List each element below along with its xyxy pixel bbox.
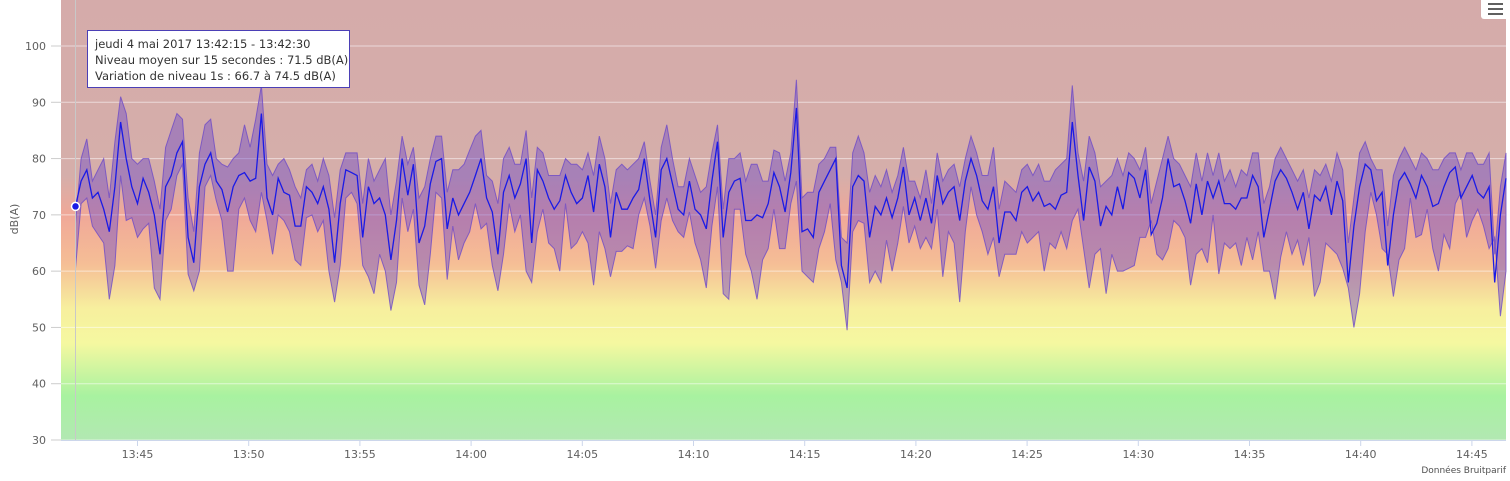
x-tick-label: 14:10 bbox=[678, 448, 710, 461]
x-tick-label: 14:30 bbox=[1122, 448, 1154, 461]
tooltip-mean-level: Niveau moyen sur 15 secondes : 71.5 dB(A… bbox=[95, 53, 349, 67]
y-axis-title: dB(A) bbox=[8, 204, 21, 235]
y-tick-label: 70 bbox=[32, 209, 46, 222]
tooltip-date-range: jeudi 4 mai 2017 13:42:15 - 13:42:30 bbox=[95, 37, 311, 51]
x-tick-label: 14:45 bbox=[1456, 448, 1488, 461]
y-tick-label: 50 bbox=[32, 321, 46, 334]
x-tick-label: 14:15 bbox=[789, 448, 821, 461]
level-range-area bbox=[75, 79, 1507, 331]
x-tick-label: 14:00 bbox=[455, 448, 487, 461]
x-tick-label: 13:45 bbox=[122, 448, 154, 461]
y-axis: 30 40 50 60 70 80 90 100 bbox=[25, 40, 61, 447]
y-tick-label: 100 bbox=[25, 40, 46, 53]
y-tick-label: 30 bbox=[32, 434, 46, 447]
y-tick-label: 80 bbox=[32, 153, 46, 166]
x-tick-label: 14:40 bbox=[1345, 448, 1377, 461]
y-tick-label: 40 bbox=[32, 378, 46, 391]
data-tooltip: jeudi 4 mai 2017 13:42:15 - 13:42:30 Niv… bbox=[87, 30, 350, 88]
hamburger-menu-icon[interactable] bbox=[1481, 0, 1510, 19]
y-tick-label: 90 bbox=[32, 96, 46, 109]
x-tick-label: 13:55 bbox=[344, 448, 376, 461]
highlighted-point-marker[interactable] bbox=[70, 201, 81, 212]
x-tick-label: 14:25 bbox=[1011, 448, 1043, 461]
mean-level-line bbox=[74, 107, 1507, 289]
y-tick-label: 60 bbox=[32, 265, 46, 278]
credits-text[interactable]: Données Bruitparif bbox=[1421, 465, 1507, 476]
x-tick-label: 14:05 bbox=[566, 448, 598, 461]
x-tick-label: 14:20 bbox=[900, 448, 932, 461]
x-tick-label: 14:35 bbox=[1234, 448, 1266, 461]
x-tick-label: 13:50 bbox=[233, 448, 265, 461]
x-axis: 13:45 13:50 13:55 14:00 14:05 14:10 14:15 14:20… bbox=[61, 440, 1506, 461]
tooltip-level-variation: Variation de niveau 1s : 66.7 à 74.5 dB(… bbox=[95, 69, 336, 83]
